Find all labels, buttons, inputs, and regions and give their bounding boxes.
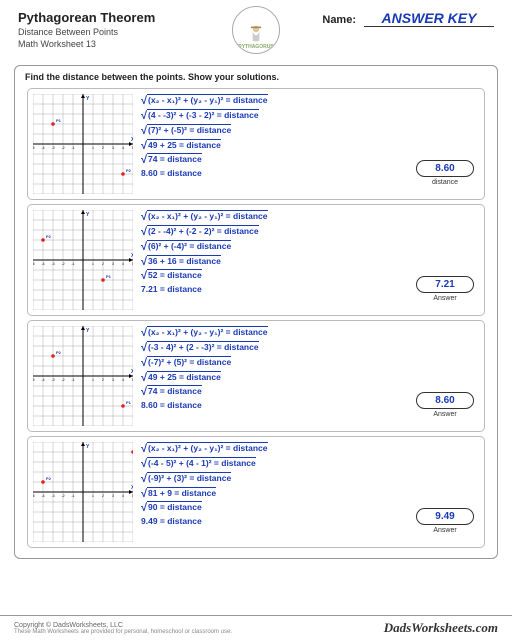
worksheet-subtitle-2: Math Worksheet 13 — [18, 39, 155, 49]
svg-text:-3: -3 — [51, 494, 54, 498]
svg-text:X: X — [131, 253, 133, 259]
worksheet-footer: Copyright © DadsWorksheets, LLC These Ma… — [0, 615, 512, 640]
copyright-text: Copyright © DadsWorksheets, LLC — [14, 622, 232, 629]
problem-4: -5-4-3-2-112345XYP1P2 √(x₂ - x₁)² + (y₂ … — [27, 436, 485, 548]
svg-text:-3: -3 — [51, 262, 54, 266]
svg-text:-2: -2 — [61, 494, 64, 498]
svg-text:P2: P2 — [46, 234, 52, 239]
name-label: Name: — [322, 14, 356, 26]
svg-text:-5: -5 — [33, 378, 35, 382]
svg-text:-2: -2 — [61, 146, 64, 150]
svg-text:2: 2 — [102, 146, 104, 150]
answer-value: 9.49 — [416, 508, 474, 525]
answer-block: 8.60 Answer — [411, 326, 479, 426]
answer-label: distance — [432, 179, 458, 186]
svg-text:X: X — [131, 369, 133, 375]
solution-steps: √(x₂ - x₁)² + (y₂ - y₁)² = distance√(-3 … — [141, 326, 403, 412]
svg-text:-2: -2 — [61, 262, 64, 266]
solution-steps: √(x₂ - x₁)² + (y₂ - y₁)² = distance√(-4 … — [141, 442, 403, 528]
svg-text:-4: -4 — [41, 262, 44, 266]
svg-text:2: 2 — [102, 262, 104, 266]
svg-text:3: 3 — [112, 146, 114, 150]
name-value: ANSWER KEY — [364, 10, 494, 27]
svg-text:-5: -5 — [33, 146, 35, 150]
svg-text:5: 5 — [132, 146, 133, 150]
svg-text:-5: -5 — [33, 494, 35, 498]
solution-steps: √(x₂ - x₁)² + (y₂ - y₁)² = distance√(4 -… — [141, 94, 403, 180]
svg-text:4: 4 — [122, 262, 124, 266]
coordinate-grid: -5-4-3-2-112345XYP1P2 — [33, 442, 133, 542]
coordinate-grid: -5-4-3-2-112345XYP1P2 — [33, 94, 133, 194]
svg-text:-1: -1 — [71, 146, 74, 150]
pythagoras-logo: PYTHAGORUS — [232, 6, 280, 54]
title-block: Pythagorean Theorem Distance Between Poi… — [18, 10, 155, 49]
svg-text:1: 1 — [92, 146, 94, 150]
svg-text:3: 3 — [112, 262, 114, 266]
coordinate-grid: -5-4-3-2-112345XYP1P2 — [33, 326, 133, 426]
svg-text:4: 4 — [122, 378, 124, 382]
svg-text:-4: -4 — [41, 378, 44, 382]
svg-text:P1: P1 — [56, 118, 62, 123]
problem-3: -5-4-3-2-112345XYP1P2 √(x₂ - x₁)² + (y₂ … — [27, 320, 485, 432]
answer-value: 8.60 — [416, 392, 474, 409]
svg-text:P2: P2 — [56, 350, 62, 355]
problem-1: -5-4-3-2-112345XYP1P2 √(x₂ - x₁)² + (y₂ … — [27, 88, 485, 200]
svg-text:3: 3 — [112, 378, 114, 382]
svg-text:X: X — [131, 137, 133, 143]
svg-text:2: 2 — [102, 494, 104, 498]
svg-text:-1: -1 — [71, 262, 74, 266]
answer-label: Answer — [433, 411, 456, 418]
svg-text:-2: -2 — [61, 378, 64, 382]
answer-block: 9.49 Answer — [411, 442, 479, 542]
problems-list: -5-4-3-2-112345XYP1P2 √(x₂ - x₁)² + (y₂ … — [25, 88, 487, 548]
svg-text:5: 5 — [132, 494, 133, 498]
svg-text:4: 4 — [122, 494, 124, 498]
problem-2: -5-4-3-2-112345XYP1P2 √(x₂ - x₁)² + (y₂ … — [27, 204, 485, 316]
svg-text:5: 5 — [132, 378, 133, 382]
svg-text:2: 2 — [102, 378, 104, 382]
svg-text:-4: -4 — [41, 494, 44, 498]
svg-text:P2: P2 — [46, 476, 52, 481]
copyright-note: These Math Worksheets are provided for p… — [14, 629, 232, 635]
svg-text:5: 5 — [132, 262, 133, 266]
answer-label: Answer — [433, 295, 456, 302]
name-block: Name: ANSWER KEY — [322, 10, 494, 27]
svg-text:X: X — [131, 485, 133, 491]
svg-text:3: 3 — [112, 494, 114, 498]
worksheet-subtitle-1: Distance Between Points — [18, 27, 155, 37]
instruction-container: Find the distance between the points. Sh… — [14, 65, 498, 559]
worksheet-title: Pythagorean Theorem — [18, 10, 155, 25]
svg-text:P1: P1 — [126, 400, 132, 405]
svg-text:1: 1 — [92, 494, 94, 498]
solution-steps: √(x₂ - x₁)² + (y₂ - y₁)² = distance√(2 -… — [141, 210, 403, 296]
svg-text:-4: -4 — [41, 146, 44, 150]
svg-text:P1: P1 — [106, 274, 112, 279]
answer-block: 7.21 Answer — [411, 210, 479, 310]
copyright-block: Copyright © DadsWorksheets, LLC These Ma… — [14, 622, 232, 635]
coordinate-grid: -5-4-3-2-112345XYP1P2 — [33, 210, 133, 310]
svg-text:1: 1 — [92, 378, 94, 382]
svg-text:1: 1 — [92, 262, 94, 266]
answer-value: 7.21 — [416, 276, 474, 293]
answer-label: Answer — [433, 527, 456, 534]
svg-text:-3: -3 — [51, 146, 54, 150]
answer-block: 8.60 distance — [411, 94, 479, 194]
instruction-text: Find the distance between the points. Sh… — [25, 72, 487, 82]
svg-text:4: 4 — [122, 146, 124, 150]
svg-text:-1: -1 — [71, 378, 74, 382]
svg-text:P2: P2 — [126, 168, 132, 173]
svg-text:-3: -3 — [51, 378, 54, 382]
site-name: DadsWorksheets.com — [384, 620, 498, 636]
answer-value: 8.60 — [416, 160, 474, 177]
svg-text:-1: -1 — [71, 494, 74, 498]
svg-text:-5: -5 — [33, 262, 35, 266]
